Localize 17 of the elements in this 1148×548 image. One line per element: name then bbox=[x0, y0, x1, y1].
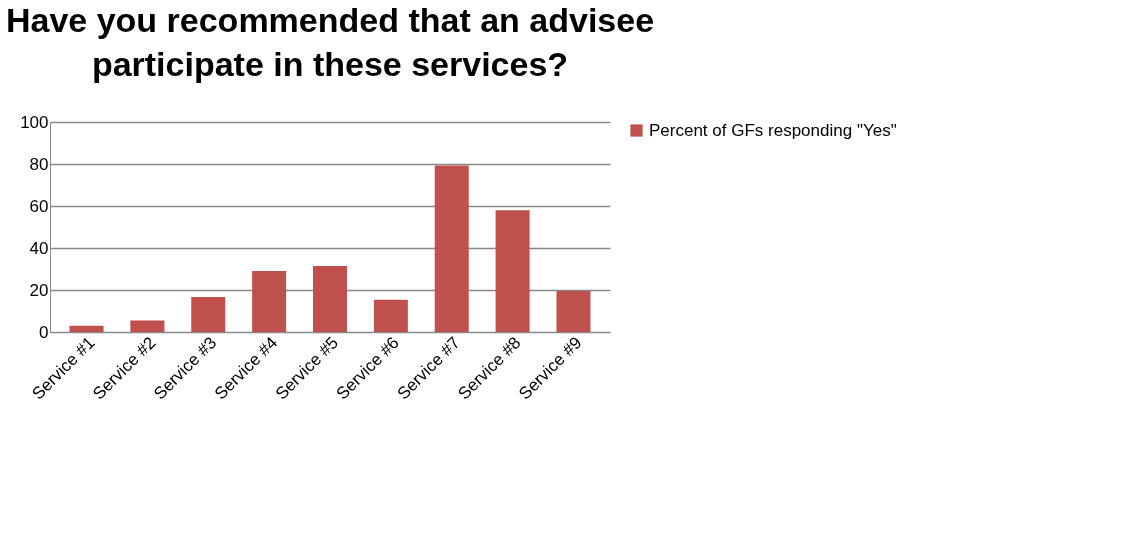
bar bbox=[495, 210, 530, 332]
legend-label: Percent of GFs responding "Yes" bbox=[649, 120, 897, 140]
y-tick-label: 40 bbox=[29, 238, 49, 258]
chart-title: Have you recommended that an advisee participate in these services? bbox=[5, 1, 655, 83]
y-tick-label: 0 bbox=[39, 322, 49, 342]
y-tick-label: 80 bbox=[29, 154, 49, 174]
bar bbox=[130, 320, 165, 332]
y-tick-label: 60 bbox=[29, 196, 49, 216]
bar bbox=[556, 291, 591, 332]
bar bbox=[434, 165, 469, 332]
y-tick-label: 20 bbox=[29, 280, 49, 300]
bar bbox=[313, 266, 347, 332]
bar bbox=[191, 296, 226, 332]
y-tick-label: 100 bbox=[20, 112, 49, 132]
bar bbox=[69, 325, 104, 332]
bar bbox=[252, 271, 287, 332]
bar bbox=[373, 299, 408, 332]
